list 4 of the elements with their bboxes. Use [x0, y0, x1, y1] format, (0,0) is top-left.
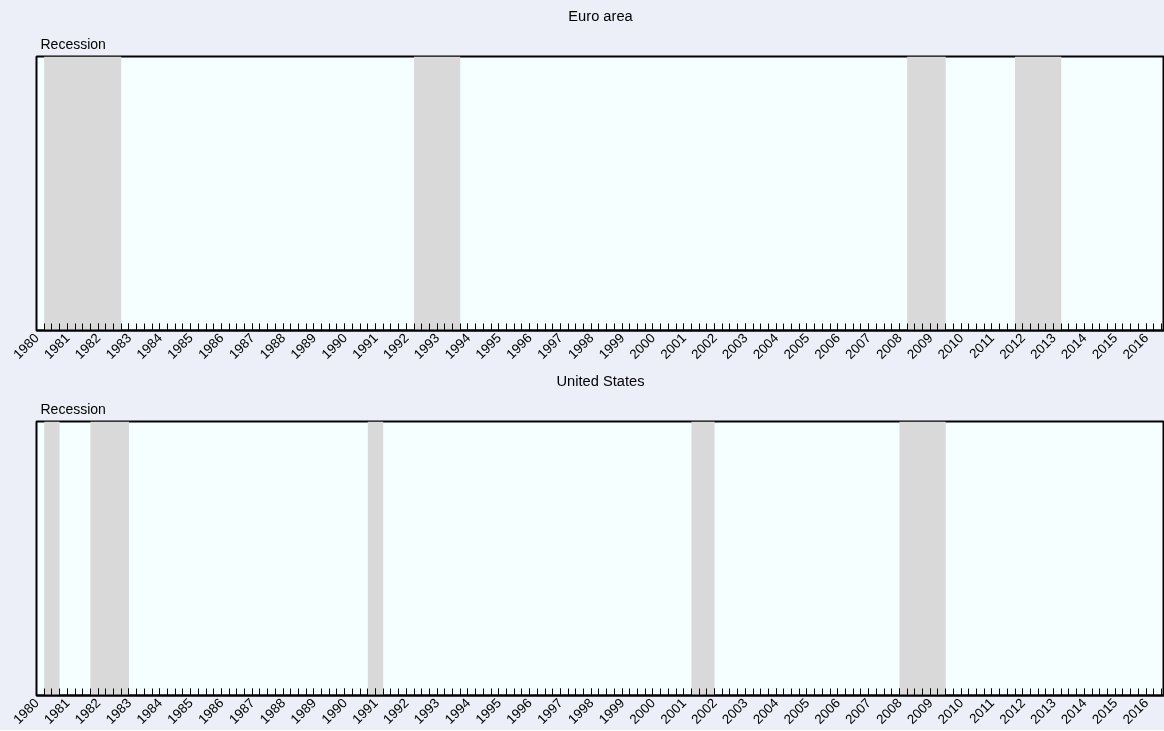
text: Recession [40, 35, 106, 52]
chart-title: United States [556, 372, 645, 389]
text: Recession [40, 400, 106, 417]
chart-title: Euro area [568, 7, 634, 24]
